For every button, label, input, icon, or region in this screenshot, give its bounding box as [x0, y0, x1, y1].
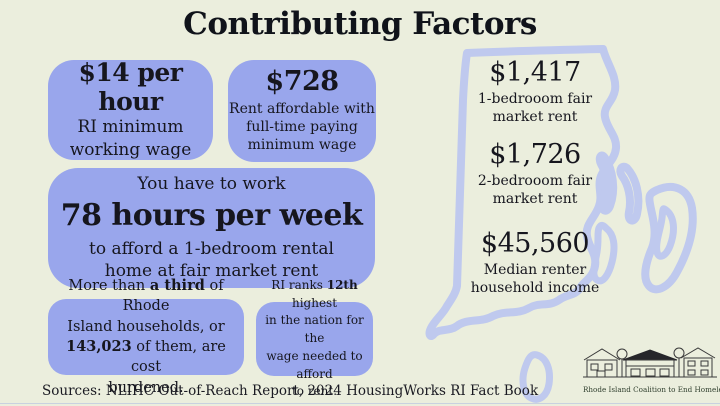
cost-burdened-line-1: More than a third of Rhode [68, 277, 224, 315]
stat-2br-rent-label-2: market rent [492, 190, 578, 207]
stat-median-income-label-1: Median renter [483, 261, 587, 278]
affordable-rent-line-1: Rent affordable with [229, 101, 375, 118]
work-hours-headline: 78 hours per week [60, 197, 363, 233]
tree-icon [616, 348, 628, 360]
stat-median-income-label-2: household income [470, 279, 600, 296]
page-title: Contributing Factors [183, 6, 537, 42]
work-hours-intro: You have to work [137, 174, 286, 195]
state-stats: $1,417 1-bedrooom fair market rent $1,72… [448, 57, 622, 298]
min-wage-line-1: RI minimum [77, 117, 184, 138]
stat-1br-rent-value: $1,417 [489, 57, 581, 88]
rank-line-3: wage needed to afford [266, 348, 363, 381]
cost-burdened-box: More than a third of Rhode Island househ… [48, 277, 244, 396]
stat-median-income: $45,560 Median renter household income [448, 228, 622, 298]
left-house-roof [583, 348, 621, 361]
stat-2br-rent-value: $1,726 [489, 138, 581, 170]
affordable-rent-line-2: full-time paying [246, 119, 358, 136]
work-hours-line-2: home at fair market rent [104, 261, 319, 282]
stat-2br-rent-label-1: 2-bedrooom fair [477, 172, 593, 189]
rank-line-1: RI ranks 12th highest [271, 277, 358, 310]
stat-median-income-value: $45,560 [480, 227, 590, 259]
sources-text: Sources: NLIHC Out-of-Reach Report, 2024… [42, 383, 539, 399]
work-hours-box: You have to work 78 hours per week to af… [48, 168, 375, 288]
stat-2br-rent: $1,726 2-bedrooom fair market rent [448, 139, 622, 209]
ri-conanicut-island [590, 221, 618, 285]
stat-1br-rent-label-1: 1-bedrooom fair [477, 91, 593, 108]
min-wage-line-2: working wage [69, 139, 192, 160]
rank-box: RI ranks 12th highest in the nation for … [256, 278, 373, 398]
ri-aquidneck-island [641, 182, 697, 294]
ri-mainland-outline [425, 45, 621, 340]
houses-illustration-icon [583, 347, 717, 378]
stat-1br-rent-label-2: market rent [492, 108, 578, 125]
affordable-rent-headline: $728 [265, 66, 339, 98]
ri-bay-peninsula-2 [616, 162, 643, 225]
rhode-island-map [425, 45, 697, 403]
cost-burdened-line-3: 143,023 of them, are cost [66, 338, 226, 376]
ri-aquidneck-inner-line [653, 205, 677, 260]
tree-icon [673, 347, 685, 359]
bottom-divider [0, 402, 720, 404]
ri-bay-peninsula-1 [595, 151, 618, 215]
stat-1br-rent: $1,417 1-bedrooom fair market rent [448, 57, 622, 127]
rank-line-4: to rent. [291, 384, 338, 399]
org-logo-caption: Rhode Island Coalition to End Homelessne… [583, 385, 720, 394]
right-house-roof [680, 347, 716, 359]
org-logo: Rhode Island Coalition to End Homelessne… [583, 345, 720, 395]
min-wage-box: $14 per hour RI minimum working wage [48, 57, 213, 160]
cost-burdened-line-2: Island households, or [67, 318, 225, 335]
middle-house-roof [622, 349, 678, 361]
ri-block-island [519, 351, 553, 403]
affordable-rent-box: $728 Rent affordable with full-time payi… [228, 60, 376, 162]
work-hours-line-1: to afford a 1-bedroom rental [89, 238, 334, 259]
cost-burdened-line-4: burdened. [108, 379, 184, 396]
rank-line-2: in the nation for the [265, 313, 364, 346]
min-wage-headline: $14 per hour [78, 57, 183, 116]
affordable-rent-line-3: minimum wage [247, 137, 357, 154]
